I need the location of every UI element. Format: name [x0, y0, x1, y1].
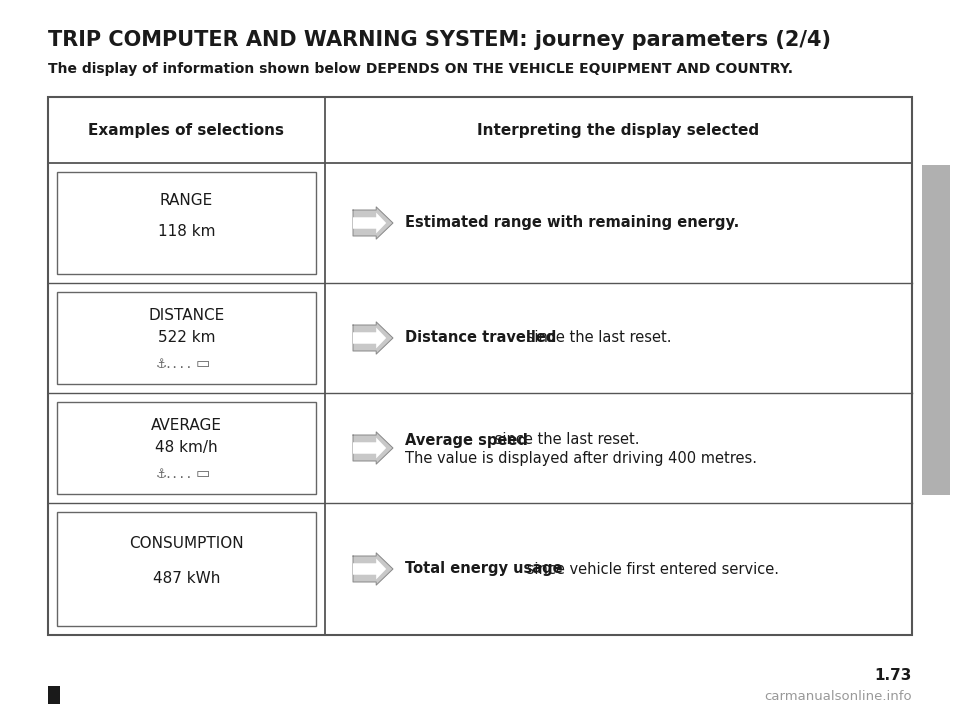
- Text: TRIP COMPUTER AND WARNING SYSTEM: journey parameters (2/4): TRIP COMPUTER AND WARNING SYSTEM: journe…: [48, 30, 831, 50]
- Text: 1.73: 1.73: [875, 669, 912, 684]
- Text: 118 km: 118 km: [157, 224, 215, 239]
- Text: ▭: ▭: [195, 356, 209, 371]
- Polygon shape: [353, 437, 386, 459]
- Text: ⚓: ⚓: [156, 358, 167, 371]
- Bar: [57, 172, 316, 274]
- Bar: [57, 292, 316, 384]
- Polygon shape: [353, 553, 393, 585]
- Bar: [922, 165, 950, 495]
- Text: ....: ....: [164, 358, 193, 371]
- Text: AVERAGE: AVERAGE: [151, 418, 222, 433]
- Polygon shape: [353, 327, 386, 349]
- Text: Total energy usage: Total energy usage: [405, 562, 563, 577]
- Text: The value is displayed after driving 400 metres.: The value is displayed after driving 400…: [405, 451, 757, 466]
- Text: CONSUMPTION: CONSUMPTION: [130, 537, 244, 552]
- Text: The display of information shown below DEPENDS ON THE VEHICLE EQUIPMENT AND COUN: The display of information shown below D…: [48, 62, 793, 76]
- Text: 487 kWh: 487 kWh: [153, 571, 220, 586]
- Text: 522 km: 522 km: [157, 330, 215, 345]
- Text: 48 km/h: 48 km/h: [156, 440, 218, 455]
- Text: RANGE: RANGE: [160, 193, 213, 208]
- Text: ▭: ▭: [195, 466, 209, 481]
- Text: Interpreting the display selected: Interpreting the display selected: [477, 123, 759, 138]
- Text: since vehicle first entered service.: since vehicle first entered service.: [522, 562, 780, 577]
- Text: Examples of selections: Examples of selections: [88, 123, 284, 138]
- Bar: [57, 402, 316, 494]
- Text: DISTANCE: DISTANCE: [149, 308, 225, 323]
- Polygon shape: [353, 207, 393, 239]
- Text: Distance travelled: Distance travelled: [405, 330, 557, 346]
- Text: since the last reset.: since the last reset.: [522, 330, 672, 346]
- Bar: [48, 97, 912, 635]
- Polygon shape: [353, 432, 393, 464]
- Text: ....: ....: [164, 467, 193, 481]
- Text: carmanualsonline.info: carmanualsonline.info: [764, 691, 912, 704]
- Polygon shape: [353, 322, 393, 354]
- Text: ⚓: ⚓: [156, 467, 167, 481]
- Text: Average speed: Average speed: [405, 432, 528, 447]
- Text: Estimated range with remaining energy.: Estimated range with remaining energy.: [405, 216, 739, 231]
- Polygon shape: [353, 212, 386, 234]
- Text: since the last reset.: since the last reset.: [490, 432, 639, 447]
- Bar: [57, 512, 316, 626]
- Bar: [48, 686, 60, 704]
- Polygon shape: [353, 559, 386, 579]
